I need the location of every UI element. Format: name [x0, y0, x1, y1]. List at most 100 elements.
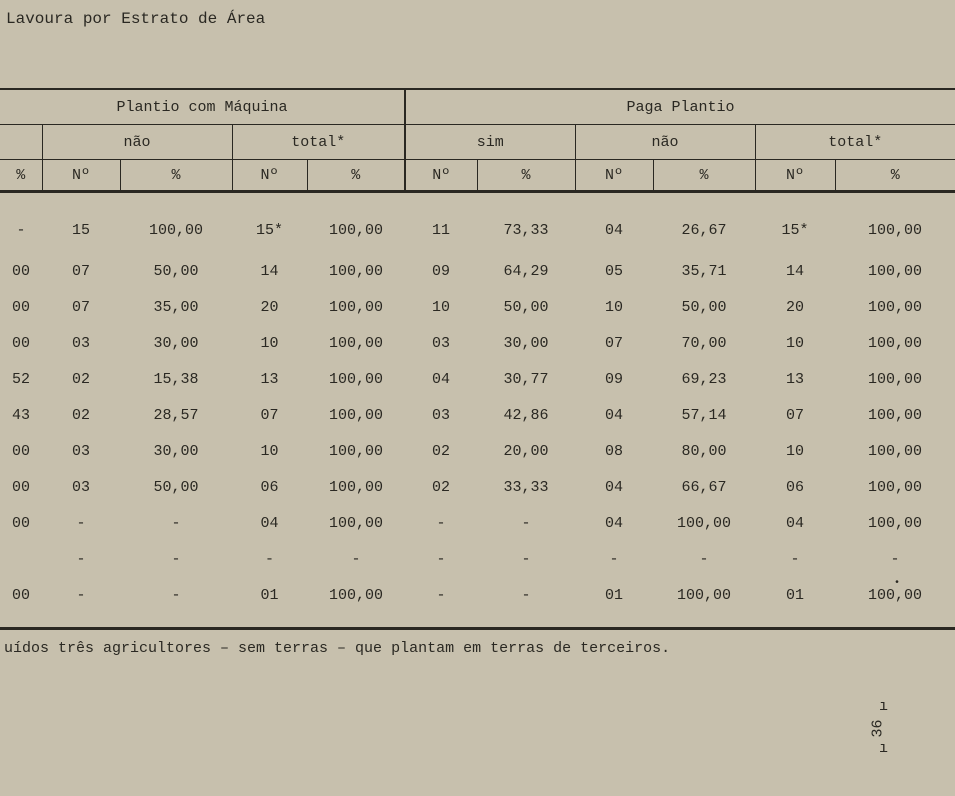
cell: 01 [755, 577, 835, 623]
cell: 06 [755, 469, 835, 505]
cell: 02 [42, 397, 120, 433]
cell [0, 541, 42, 577]
footnote: uídos três agricultores – sem terras – q… [4, 640, 955, 657]
cell: 20 [755, 289, 835, 325]
cell: 20 [232, 289, 307, 325]
cell: 64,29 [477, 253, 575, 289]
cell: - [405, 577, 477, 623]
cell: 00 [0, 289, 42, 325]
cell: 10 [232, 433, 307, 469]
table-row: 000750,0014100,000964,290535,7114100,00 [0, 253, 955, 289]
table-row: 000330,0010100,000220,000880,0010100,00 [0, 433, 955, 469]
cell: 30,00 [477, 325, 575, 361]
cell: - [120, 577, 232, 623]
cell: - [405, 541, 477, 577]
cell: 100,00 [835, 192, 955, 254]
cell: 15* [755, 192, 835, 254]
cell: 10 [405, 289, 477, 325]
cell: 100,00 [120, 192, 232, 254]
cell: 00 [0, 253, 42, 289]
col-no5: Nº [755, 160, 835, 192]
cell: 08 [575, 433, 653, 469]
table-row: 430228,5707100,000342,860457,1407100,00 [0, 397, 955, 433]
cell: 03 [42, 469, 120, 505]
cell: - [477, 541, 575, 577]
cell: 07 [575, 325, 653, 361]
cell: 09 [575, 361, 653, 397]
cell: 57,14 [653, 397, 755, 433]
table-row: 00--01100,00--01100,0001100,00 [0, 577, 955, 623]
cell: 03 [42, 433, 120, 469]
cell: - [0, 192, 42, 254]
col-pct0: % [0, 160, 42, 192]
cell: - [42, 541, 120, 577]
cell: 10 [755, 433, 835, 469]
cell: 100,00 [307, 361, 405, 397]
cell: 10 [575, 289, 653, 325]
table-row: 000330,0010100,000330,000770,0010100,00 [0, 325, 955, 361]
cell: - [477, 505, 575, 541]
col-pct3: % [477, 160, 575, 192]
cell: 11 [405, 192, 477, 254]
cell: 100,00 [307, 577, 405, 623]
cell: 100,00 [653, 577, 755, 623]
cell: 14 [232, 253, 307, 289]
cell: 30,00 [120, 325, 232, 361]
cell: 00 [0, 577, 42, 623]
cell: 05 [575, 253, 653, 289]
cell: 100,00 [835, 433, 955, 469]
cell: 100,00 [307, 253, 405, 289]
sub-nao1: não [42, 125, 232, 160]
table-row: 520215,3813100,000430,770969,2313100,00 [0, 361, 955, 397]
cell: - [42, 577, 120, 623]
table-row: ---------- [0, 541, 955, 577]
col-no4: Nº [575, 160, 653, 192]
cell: - [835, 541, 955, 577]
cell: 100,00 [835, 361, 955, 397]
cell: 00 [0, 469, 42, 505]
cell: 73,33 [477, 192, 575, 254]
cell: 07 [42, 289, 120, 325]
page-marker-top: ı [879, 698, 888, 715]
cell: 04 [575, 505, 653, 541]
cell: 30,77 [477, 361, 575, 397]
cell: 100,00 [307, 433, 405, 469]
cell: - [477, 577, 575, 623]
cell: 10 [232, 325, 307, 361]
sub-sim2: sim [405, 125, 575, 160]
cell: 03 [405, 397, 477, 433]
cell: 80,00 [653, 433, 755, 469]
cell: 03 [42, 325, 120, 361]
cell: 100,00 [307, 397, 405, 433]
cell: 15,38 [120, 361, 232, 397]
cell: 14 [755, 253, 835, 289]
cell: - [42, 505, 120, 541]
cell: - [120, 541, 232, 577]
table-row: 00--04100,00--04100,0004100,00 [0, 505, 955, 541]
cell: 04 [575, 397, 653, 433]
cell: 00 [0, 433, 42, 469]
cell: - [405, 505, 477, 541]
cell: 100,00 [307, 505, 405, 541]
col-pct4: % [653, 160, 755, 192]
cell: 04 [755, 505, 835, 541]
cell: 07 [755, 397, 835, 433]
page-marker-bot: ı [879, 740, 888, 757]
cell: - [575, 541, 653, 577]
cell: - [232, 541, 307, 577]
cell: 100,00 [835, 505, 955, 541]
cell: 52 [0, 361, 42, 397]
cell: 66,67 [653, 469, 755, 505]
cell: 50,00 [477, 289, 575, 325]
table-body: -15100,0015*100,001173,330426,6715*100,0… [0, 192, 955, 624]
cell: 13 [755, 361, 835, 397]
cell: 100,00 [835, 289, 955, 325]
cell: 100,00 [835, 469, 955, 505]
cell: 33,33 [477, 469, 575, 505]
cell: - [653, 541, 755, 577]
cell: 70,00 [653, 325, 755, 361]
cell: 100,00 [835, 397, 955, 433]
sub-tot2: total* [755, 125, 955, 160]
cell: 09 [405, 253, 477, 289]
cell: 13 [232, 361, 307, 397]
